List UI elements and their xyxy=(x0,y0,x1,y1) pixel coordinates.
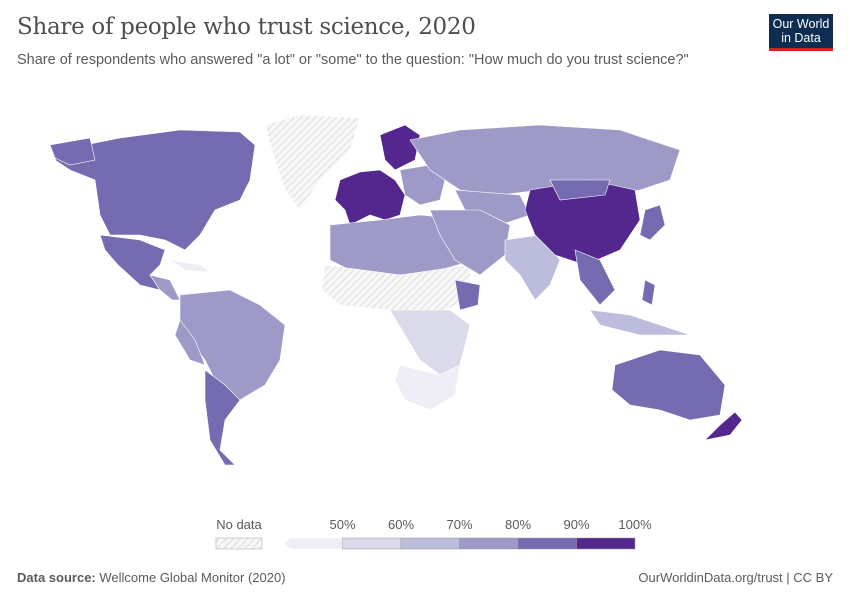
legend-tick-label: 100% xyxy=(618,517,652,532)
chart-subtitle: Share of respondents who answered "a lot… xyxy=(17,52,689,68)
region-philippines[interactable] xyxy=(641,279,656,306)
region-southern-africa[interactable] xyxy=(394,364,461,411)
source-label: Data source: xyxy=(17,570,96,585)
legend-tick-label: 70% xyxy=(446,517,473,532)
region-middle-east[interactable] xyxy=(429,209,511,276)
world-map xyxy=(49,114,743,466)
owid-logo[interactable]: Our World in Data xyxy=(769,14,833,51)
legend-bin-4[interactable] xyxy=(517,537,577,550)
region-central-america[interactable] xyxy=(149,274,181,301)
data-source: Data source: Wellcome Global Monitor (20… xyxy=(17,570,286,585)
region-australia[interactable] xyxy=(611,349,726,421)
legend-bin-3[interactable] xyxy=(459,537,519,550)
region-indonesia[interactable] xyxy=(589,309,691,336)
region-caribbean[interactable] xyxy=(169,259,212,273)
legend-bin-0[interactable] xyxy=(283,537,343,550)
region-japan-korea[interactable] xyxy=(639,204,666,241)
legend-no-data-label: No data xyxy=(216,517,262,532)
legend-tick-label: 80% xyxy=(504,517,532,532)
legend-bin-1[interactable] xyxy=(342,537,402,550)
legend-no-data-swatch xyxy=(215,537,263,550)
region-greenland[interactable] xyxy=(264,114,361,211)
legend-tick-label: 50% xyxy=(329,517,356,532)
region-horn-africa[interactable] xyxy=(454,279,481,311)
legend-tick-label: 90% xyxy=(563,517,590,532)
region-mongolia[interactable] xyxy=(549,179,611,201)
region-north-america[interactable] xyxy=(54,129,256,251)
region-new-zealand[interactable] xyxy=(704,411,743,441)
source-text: Wellcome Global Monitor (2020) xyxy=(99,570,286,585)
region-peru[interactable] xyxy=(174,319,206,366)
region-china[interactable] xyxy=(524,179,641,266)
owid-link[interactable]: OurWorldinData.org/trust | CC BY xyxy=(638,570,833,585)
legend-tick-label: 60% xyxy=(387,517,415,532)
map-legend: No data 50% 60% 70% 80% 90% 100% xyxy=(0,510,850,555)
region-southern-cone[interactable] xyxy=(204,369,241,466)
legend-bin-5[interactable] xyxy=(576,537,636,550)
region-scandinavia[interactable] xyxy=(379,124,421,171)
region-alaska[interactable] xyxy=(49,137,96,166)
chart-title: Share of people who trust science, 2020 xyxy=(17,14,476,40)
region-europe-core[interactable] xyxy=(334,169,406,226)
legend-bin-2[interactable] xyxy=(400,537,460,550)
region-se-asia[interactable] xyxy=(574,249,616,306)
region-russia[interactable] xyxy=(409,124,681,196)
